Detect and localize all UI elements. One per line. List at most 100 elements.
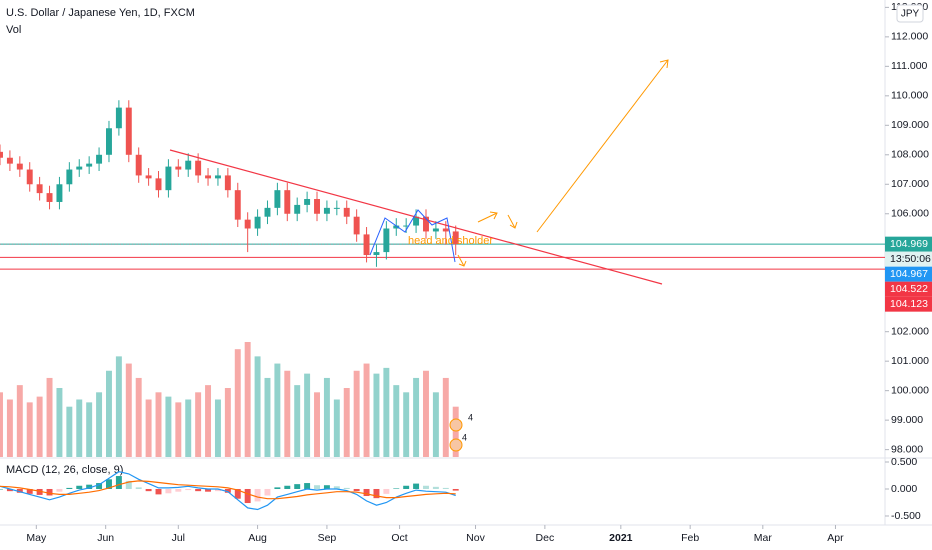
candle-body: [96, 154, 103, 164]
volume-bar: [442, 377, 449, 457]
candle-body: [155, 178, 162, 191]
candle-body: [393, 225, 400, 229]
volume-bar: [135, 377, 142, 457]
candle-body: [383, 228, 390, 253]
candle-body: [244, 219, 251, 229]
currency[interactable]: JPY: [901, 9, 920, 20]
y-tick-label: 108.000: [891, 149, 929, 161]
macd-histogram-bar: [96, 483, 103, 489]
macd-histogram-bar: [403, 485, 410, 489]
candle-body: [234, 190, 241, 220]
x-tick-label: Nov: [466, 532, 485, 544]
volume-bar: [46, 377, 53, 457]
trend-line: [169, 149, 663, 285]
pattern-line: [369, 209, 456, 263]
candle-body: [284, 190, 291, 214]
volume-bar: [56, 388, 63, 457]
x-tick-label: Jul: [172, 532, 185, 544]
volume-bar: [175, 402, 182, 457]
macd-histogram-bar: [66, 487, 73, 489]
event-count: 4: [468, 412, 473, 422]
price-label-box: [885, 296, 932, 312]
macd-histogram-bar: [442, 487, 449, 489]
candle-body: [205, 175, 212, 179]
macd-histogram-bar: [36, 488, 43, 495]
volume-bar: [413, 377, 420, 457]
volume-bar: [284, 370, 291, 457]
currency-box[interactable]: [896, 4, 924, 23]
macd-line: [0, 471, 456, 511]
y-tick-label: 99.000: [891, 414, 923, 426]
event-icon[interactable]: [449, 438, 463, 452]
candle-body: [106, 128, 112, 155]
macd-histogram-bar: [56, 488, 63, 492]
candle-body: [6, 157, 13, 164]
volume-bar: [234, 349, 241, 457]
volume-bar: [383, 367, 390, 457]
candle-body: [26, 169, 33, 185]
x-tick-label: Jun: [97, 532, 114, 544]
x-tick-label: Sep: [318, 532, 337, 544]
volume-bar: [155, 392, 162, 457]
macd-histogram-bar: [234, 488, 241, 499]
macd-histogram-bar: [115, 476, 122, 489]
candle-body: [115, 107, 122, 129]
macd-y-tick-label: 0.000: [891, 483, 917, 495]
macd-histogram-bar: [86, 484, 93, 489]
event-icon[interactable]: [449, 418, 463, 432]
volume-bar: [294, 385, 301, 457]
candle-body: [214, 175, 221, 179]
arrow-head: [509, 221, 518, 229]
macd-histogram-bar: [343, 487, 350, 489]
macd-histogram-bar: [304, 483, 311, 489]
volume-bar: [353, 370, 360, 457]
x-tick-label: May: [26, 532, 47, 544]
macd-histogram-bar: [432, 486, 439, 489]
candle-body: [304, 199, 311, 205]
chart-title: U.S. Dollar / Japanese Yen, 1D, FXCM: [6, 7, 195, 19]
candle-body: [373, 252, 380, 256]
macd-histogram-bar: [205, 488, 212, 492]
volume-bar: [0, 392, 3, 457]
volume-bar: [106, 370, 112, 457]
macd-histogram-bar: [16, 488, 23, 493]
volume-bar: [373, 373, 380, 457]
y-tick-label: 106.000: [891, 208, 929, 220]
candle-body: [145, 175, 152, 179]
x-tick-label: Aug: [248, 532, 267, 544]
macd-histogram-bar: [155, 488, 162, 495]
y-tick-label: 111.000: [891, 60, 928, 72]
macd-histogram-bar: [314, 485, 320, 489]
candle-body: [264, 207, 271, 217]
volume-bar: [185, 399, 192, 457]
volume-bar: [304, 373, 311, 457]
macd-histogram-bar: [274, 487, 281, 489]
macd-histogram-bar: [76, 485, 83, 489]
macd-histogram-bar: [165, 488, 172, 494]
macd-histogram-bar: [224, 488, 231, 493]
candle-body: [403, 225, 410, 227]
volume-bar: [6, 399, 13, 457]
price-label: 104.967: [890, 268, 928, 280]
y-tick-label: 100.000: [891, 384, 929, 396]
volume-bar: [125, 363, 132, 457]
volume-bar: [115, 356, 122, 457]
candle-body: [452, 231, 459, 245]
macd-y-tick-label: -0.500: [891, 510, 921, 522]
volume-bar: [343, 388, 350, 457]
candle-body: [66, 169, 73, 185]
macd-histogram-bar: [46, 488, 53, 496]
macd-histogram-bar: [125, 480, 132, 489]
annotation: head and sholder: [408, 235, 493, 247]
event-count: 4: [462, 432, 467, 442]
candle-body: [46, 193, 53, 202]
macd-histogram-bar: [423, 485, 429, 489]
macd-histogram-bar: [413, 483, 420, 489]
candle-body: [16, 163, 23, 170]
macd-histogram-bar: [323, 485, 330, 489]
macd-histogram-bar: [6, 488, 13, 492]
candle-body: [185, 160, 192, 170]
macd-histogram-bar: [333, 486, 340, 489]
macd-y-tick-label: 0.500: [891, 456, 917, 468]
